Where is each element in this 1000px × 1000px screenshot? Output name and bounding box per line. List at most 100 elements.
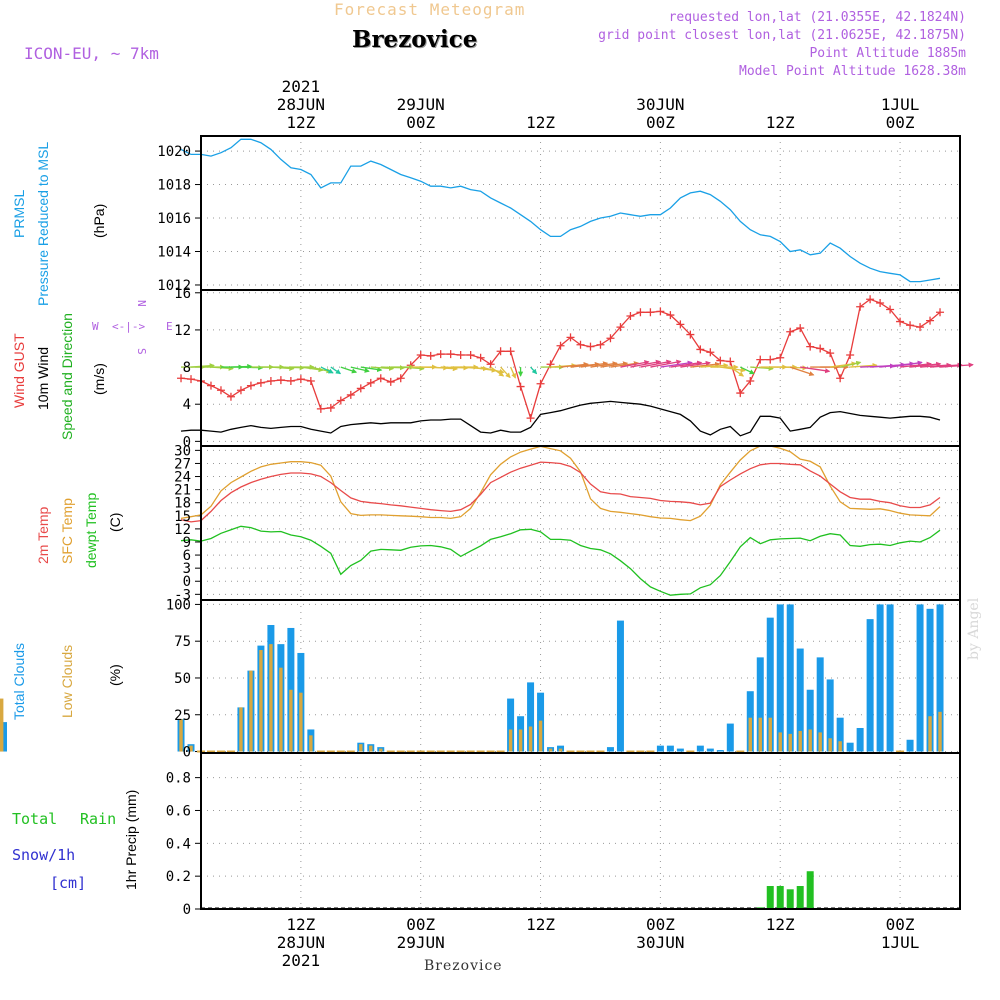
total-cloud-bar <box>666 745 674 752</box>
low-cloud-bar <box>369 745 373 752</box>
total-cloud-bar <box>816 657 824 752</box>
time-tick-label: 12Z <box>526 915 555 934</box>
gust-marker <box>676 320 685 329</box>
low-cloud-bar <box>928 716 932 752</box>
total-cloud-bar <box>916 604 924 752</box>
y-tick-label: 12 <box>174 323 191 339</box>
gust-marker <box>836 374 845 383</box>
pressure-msl-label: Pressure Reduced to MSL <box>35 142 51 306</box>
gust-marker <box>936 308 945 317</box>
time-tick-label: 00Z <box>406 915 435 934</box>
gust-marker <box>326 403 335 412</box>
y-tick-label: 1014 <box>157 245 191 261</box>
wind-gust-label: Wind GUST <box>11 333 27 408</box>
gust-marker <box>506 347 515 356</box>
gust-marker <box>806 342 815 351</box>
gust-marker <box>466 351 475 359</box>
gust-marker <box>856 302 865 311</box>
wind-arrow <box>340 366 358 374</box>
gust-marker <box>886 305 895 314</box>
total-cloud-bar <box>716 750 724 752</box>
y-tick-label: 0.6 <box>166 803 191 819</box>
compass-south: S <box>135 348 148 355</box>
y-tick-label: 1018 <box>157 178 191 194</box>
low-cloud-bar <box>748 717 752 752</box>
sfc-temp-label: SFC Temp <box>59 498 75 564</box>
total-cloud-bar <box>826 679 834 752</box>
wind-arrow <box>750 365 774 371</box>
rain-bar <box>796 886 804 909</box>
y-tick-label: 3 <box>183 561 191 577</box>
top-title: Forecast Meteogram <box>334 0 526 19</box>
gust-marker <box>816 344 825 353</box>
grid-point-coords: grid point closest lon,lat (21.0625E, 42… <box>598 28 966 43</box>
low-cloud-bar <box>768 717 772 752</box>
time-tick-label: 28JUN <box>277 95 325 114</box>
gust-marker <box>216 386 225 395</box>
y-tick-label: 9 <box>183 535 191 551</box>
low-cloud-bar <box>828 738 832 752</box>
wind-arrow <box>360 366 383 373</box>
wind-10m-label: 10m Wind <box>35 347 51 410</box>
gust-marker <box>776 353 785 362</box>
low-cloud-bar <box>0 698 4 752</box>
gust-marker <box>306 377 315 385</box>
gust-marker <box>256 378 265 387</box>
gust-marker <box>926 316 935 325</box>
low-cloud-bar <box>938 711 942 752</box>
series-layer <box>0 138 974 909</box>
low-clouds-label: Low Clouds <box>59 645 75 718</box>
rain-label: Rain <box>80 810 116 828</box>
gust-marker <box>696 345 705 354</box>
total-cloud-bar <box>806 689 814 752</box>
y-tick-label: 8 <box>183 360 191 376</box>
low-cloud-bar <box>538 720 543 752</box>
gust-marker <box>876 299 885 307</box>
wind-arrow <box>580 361 609 368</box>
gust-marker <box>346 390 355 399</box>
low-cloud-bar <box>279 667 283 752</box>
gust-marker <box>526 414 535 423</box>
wind-arrow <box>729 366 745 377</box>
total-cloud-bar <box>856 727 864 752</box>
y-tick-label: 0 <box>183 745 191 761</box>
compass-east: E <box>166 320 173 333</box>
gust-marker <box>786 327 795 336</box>
total-cloud-bar <box>756 657 764 752</box>
time-tick-label: 00Z <box>886 113 915 132</box>
y-tick-label: 12 <box>174 522 191 538</box>
gust-marker <box>316 404 325 413</box>
gust-marker <box>356 384 365 393</box>
gust-marker <box>486 360 495 369</box>
gust-marker <box>177 374 186 383</box>
pressure-line <box>180 138 941 283</box>
dewpt-line <box>180 525 941 596</box>
hpa-unit-label: (hPa) <box>91 204 107 238</box>
total-cloud-bar <box>936 604 944 752</box>
location-title: Brezovice <box>352 26 478 53</box>
total-cloud-bar <box>726 723 734 752</box>
rain-bar <box>776 886 784 909</box>
gust-marker <box>566 333 575 342</box>
wind-arrow <box>350 366 370 373</box>
model-altitude: Model Point Altitude 1628.38m <box>739 64 966 79</box>
wind-arrow <box>889 360 923 368</box>
wind-arrow <box>370 365 395 371</box>
rain-bar <box>766 886 774 909</box>
total-cloud-bar <box>527 682 535 752</box>
wind-arrow <box>850 362 878 369</box>
gust-marker <box>476 353 485 362</box>
gust-marker <box>746 377 755 385</box>
wind-arrow <box>600 361 629 368</box>
low-cloud-bar <box>259 650 263 752</box>
low-cloud-bar <box>788 733 792 752</box>
model-label: ICON-EU, ~ 7km <box>24 44 159 63</box>
gust-marker <box>396 374 405 383</box>
gust-marker <box>906 321 915 330</box>
wind-arrow <box>490 366 505 377</box>
wind-arrow <box>690 361 721 368</box>
time-tick-label: 30JUN <box>636 933 684 952</box>
dewpt-temp-label: dewpt Temp <box>83 493 99 568</box>
